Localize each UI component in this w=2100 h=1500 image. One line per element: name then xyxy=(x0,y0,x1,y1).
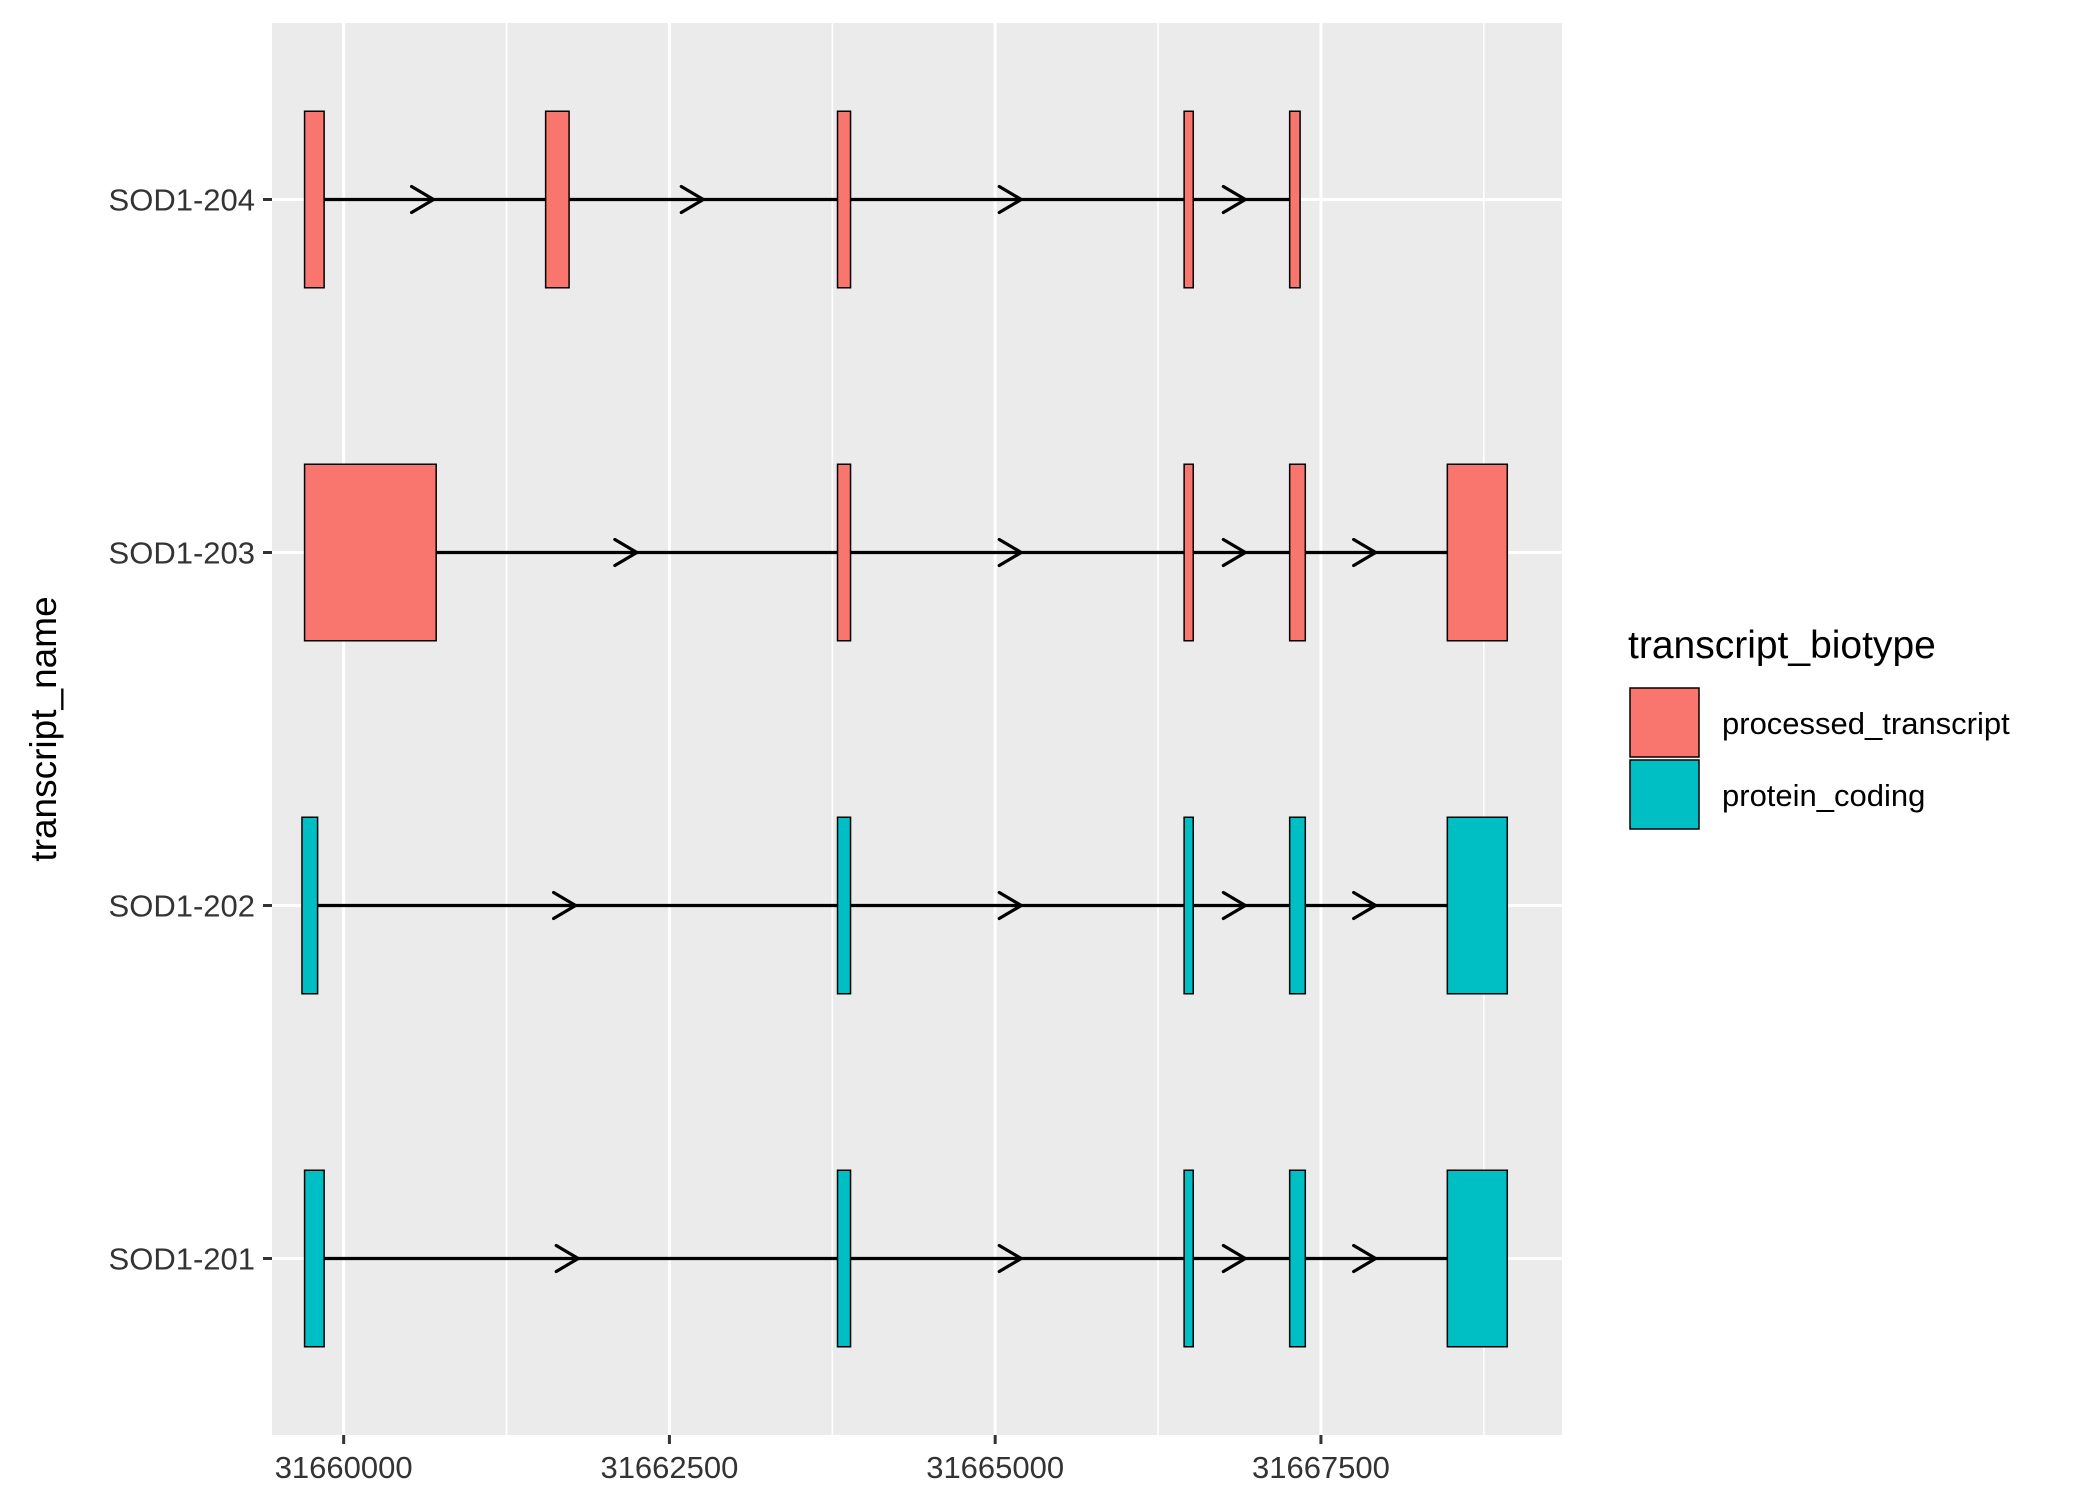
exon-box xyxy=(1288,816,1307,995)
strand-arrow xyxy=(1221,537,1247,568)
strand-arrow xyxy=(1221,890,1247,921)
legend-title: transcript_biotype xyxy=(1628,624,1936,667)
exon-box xyxy=(836,110,852,289)
exon-box xyxy=(836,1169,852,1348)
exon-box xyxy=(1446,816,1509,995)
transcript-track xyxy=(301,816,1509,995)
y-tick-label: SOD1-202 xyxy=(109,889,255,924)
legend-item: protein_coding xyxy=(1629,759,1925,830)
strand-arrow xyxy=(1221,1243,1247,1274)
strand-arrow xyxy=(679,184,705,215)
transcript-tracks xyxy=(301,110,1509,1348)
exon-box xyxy=(303,110,325,289)
y-axis-title: transcript_name xyxy=(23,596,64,861)
exon-box xyxy=(836,816,852,995)
strand-arrow xyxy=(1352,537,1378,568)
strand-arrow xyxy=(554,1243,580,1274)
exon-box xyxy=(1288,463,1307,642)
legend-label: processed_transcript xyxy=(1722,706,2010,741)
exon-box xyxy=(303,463,437,642)
exon-box xyxy=(1288,110,1301,289)
strand-arrow xyxy=(997,890,1023,921)
exon-box xyxy=(1183,816,1194,995)
x-tick-label: 31665000 xyxy=(926,1450,1064,1485)
legend: transcript_biotype processed_transcriptp… xyxy=(1628,624,2010,830)
exon-box xyxy=(301,816,319,995)
transcript-track xyxy=(303,463,1509,642)
plot-panel xyxy=(272,23,1562,1435)
exon-box xyxy=(1183,110,1194,289)
strand-arrow xyxy=(1352,1243,1378,1274)
transcript-track xyxy=(303,1169,1509,1348)
x-axis: 31660000 31662500 31665000 31667500 xyxy=(275,1435,1390,1485)
y-tick-label: SOD1-203 xyxy=(109,536,255,571)
strand-arrow xyxy=(613,537,639,568)
legend-label: protein_coding xyxy=(1722,778,1925,813)
strand-arrow xyxy=(552,890,578,921)
strand-arrow xyxy=(1352,890,1378,921)
exon-box xyxy=(303,1169,325,1348)
exon-box xyxy=(1446,463,1509,642)
exon-box xyxy=(1183,1169,1194,1348)
y-tick-label: SOD1-201 xyxy=(109,1242,255,1277)
exon-box xyxy=(544,110,570,289)
y-axis: SOD1-201 SOD1-202 SOD1-203 SOD1-204 xyxy=(109,183,272,1277)
transcript-track xyxy=(303,110,1301,289)
x-tick-label: 31660000 xyxy=(275,1450,413,1485)
y-tick-label: SOD1-204 xyxy=(109,183,255,218)
strand-arrow xyxy=(997,184,1023,215)
exon-box xyxy=(836,463,852,642)
x-tick-label: 31662500 xyxy=(600,1450,738,1485)
legend-swatch xyxy=(1629,759,1700,830)
legend-item: processed_transcript xyxy=(1629,687,2010,758)
strand-arrow xyxy=(997,537,1023,568)
exon-box xyxy=(1183,463,1194,642)
exon-box xyxy=(1288,1169,1307,1348)
strand-arrow xyxy=(1221,184,1247,215)
x-tick-label: 31667500 xyxy=(1252,1450,1390,1485)
exon-box xyxy=(1446,1169,1509,1348)
legend-items: processed_transcript protein_coding xyxy=(1629,687,2010,830)
legend-swatch xyxy=(1629,687,1700,758)
strand-arrow xyxy=(997,1243,1023,1274)
strand-arrow xyxy=(409,184,436,215)
